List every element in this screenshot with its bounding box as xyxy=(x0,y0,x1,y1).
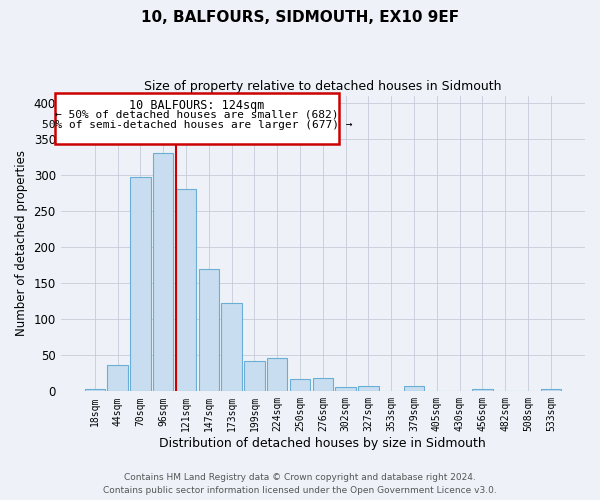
Bar xyxy=(541,389,561,392)
Bar xyxy=(267,358,287,392)
Bar xyxy=(153,154,173,392)
Text: 50% of semi-detached houses are larger (677) →: 50% of semi-detached houses are larger (… xyxy=(42,120,352,130)
Bar xyxy=(85,389,105,392)
Y-axis label: Number of detached properties: Number of detached properties xyxy=(15,150,28,336)
Bar xyxy=(176,190,196,392)
Bar xyxy=(244,361,265,392)
Bar xyxy=(313,378,333,392)
FancyBboxPatch shape xyxy=(55,92,338,144)
Text: ← 50% of detached houses are smaller (682): ← 50% of detached houses are smaller (68… xyxy=(55,110,339,120)
Text: Contains HM Land Registry data © Crown copyright and database right 2024.
Contai: Contains HM Land Registry data © Crown c… xyxy=(103,474,497,495)
Text: 10 BALFOURS: 124sqm: 10 BALFOURS: 124sqm xyxy=(130,99,265,112)
Text: 10, BALFOURS, SIDMOUTH, EX10 9EF: 10, BALFOURS, SIDMOUTH, EX10 9EF xyxy=(141,10,459,25)
Bar xyxy=(358,386,379,392)
Bar xyxy=(290,379,310,392)
Title: Size of property relative to detached houses in Sidmouth: Size of property relative to detached ho… xyxy=(144,80,502,93)
Bar xyxy=(335,387,356,392)
Bar xyxy=(221,302,242,392)
Bar xyxy=(472,389,493,392)
Bar xyxy=(130,177,151,392)
Bar xyxy=(199,268,219,392)
Bar xyxy=(404,386,424,392)
X-axis label: Distribution of detached houses by size in Sidmouth: Distribution of detached houses by size … xyxy=(160,437,486,450)
Bar xyxy=(107,364,128,392)
